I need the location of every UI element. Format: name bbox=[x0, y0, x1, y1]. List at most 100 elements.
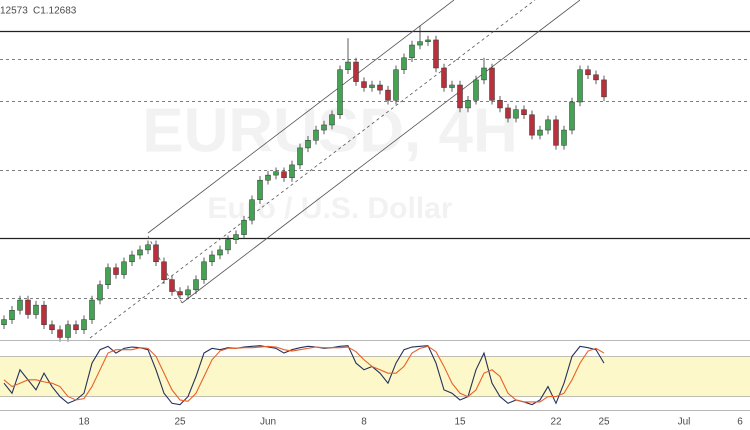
candle-body bbox=[25, 299, 31, 315]
candle-body bbox=[345, 61, 351, 70]
candle-body bbox=[9, 310, 15, 320]
candle-body bbox=[89, 299, 95, 320]
candle-body bbox=[465, 100, 471, 109]
candle-body bbox=[289, 164, 295, 178]
candle-body bbox=[297, 147, 303, 166]
candle-body bbox=[41, 304, 47, 325]
candle-body bbox=[257, 179, 263, 200]
candle-body bbox=[401, 57, 407, 70]
candle-body bbox=[49, 324, 55, 331]
candle-body bbox=[273, 171, 279, 176]
candle-body bbox=[209, 254, 215, 263]
candle-body bbox=[145, 244, 151, 251]
candle-body bbox=[537, 129, 543, 136]
candle-body bbox=[457, 84, 463, 109]
candle-body bbox=[313, 129, 319, 141]
candle-body bbox=[497, 100, 503, 109]
candle-body bbox=[73, 324, 79, 331]
candle-body bbox=[473, 79, 479, 101]
candle-body bbox=[369, 84, 375, 88]
x-tick-label: 15 bbox=[454, 417, 466, 428]
candle-body bbox=[65, 324, 71, 338]
candle-body bbox=[137, 249, 143, 256]
candle-body bbox=[529, 114, 535, 136]
x-tick-label: 25 bbox=[598, 417, 610, 428]
candle-body bbox=[177, 291, 183, 296]
candle-body bbox=[385, 89, 391, 101]
candle-body bbox=[449, 84, 455, 88]
candle-body bbox=[129, 254, 135, 263]
candle-body bbox=[185, 289, 191, 296]
candle-body bbox=[217, 249, 223, 256]
candle-body bbox=[577, 69, 583, 103]
x-tick-label: 6 bbox=[737, 417, 743, 428]
x-tick-label: 22 bbox=[550, 417, 562, 428]
levels bbox=[0, 30, 750, 299]
candle-body bbox=[281, 171, 287, 178]
x-tick-label: Jun bbox=[260, 417, 276, 428]
candle-body bbox=[305, 140, 311, 149]
watermark-group: EURUSD, 4H Euro / U.S. Dollar bbox=[142, 96, 518, 225]
candle-body bbox=[337, 69, 343, 115]
candle-body bbox=[561, 129, 567, 146]
oscillator-line bbox=[3, 345, 605, 403]
candle-body bbox=[353, 61, 359, 82]
candle-body bbox=[161, 261, 167, 280]
candle-body bbox=[601, 79, 607, 98]
x-tick-label: 8 bbox=[361, 417, 367, 428]
candle-body bbox=[105, 267, 111, 285]
candle-body bbox=[545, 119, 551, 131]
candle-body bbox=[169, 279, 175, 292]
candle-body bbox=[433, 39, 439, 69]
candle-body bbox=[249, 199, 255, 221]
candle-body bbox=[225, 239, 231, 251]
oscillator bbox=[0, 345, 750, 406]
candle-body bbox=[553, 119, 559, 146]
channel-lower bbox=[181, 0, 581, 304]
candle-body bbox=[113, 267, 119, 275]
oscillator-line bbox=[3, 345, 605, 406]
candles bbox=[1, 25, 607, 342]
time-axis: 18 25 Jun 8 15 22 25 Jul 6 bbox=[78, 417, 743, 428]
candle-body bbox=[233, 234, 239, 240]
candle-body bbox=[481, 67, 487, 81]
oscillator-band bbox=[0, 356, 750, 397]
candle-body bbox=[57, 329, 63, 338]
x-tick-label: 25 bbox=[174, 417, 186, 428]
candle-body bbox=[489, 67, 495, 101]
candle-body bbox=[409, 44, 415, 59]
candle-body bbox=[441, 67, 447, 88]
x-tick-label: 18 bbox=[78, 417, 90, 428]
candle-body bbox=[193, 279, 199, 291]
candle-body bbox=[377, 84, 383, 91]
candle-body bbox=[361, 81, 367, 88]
candle-body bbox=[265, 174, 271, 181]
candle-body bbox=[425, 39, 431, 42]
watermark: EURUSD, 4H bbox=[142, 96, 518, 165]
candle-body bbox=[585, 69, 591, 76]
candle-body bbox=[97, 284, 103, 301]
candle-body bbox=[241, 219, 247, 235]
candle-body bbox=[569, 101, 575, 131]
candle-body bbox=[17, 299, 23, 311]
candle-body bbox=[153, 244, 159, 263]
candle-body bbox=[121, 261, 127, 275]
candle-body bbox=[1, 319, 7, 325]
candle-body bbox=[329, 114, 335, 126]
candle-body bbox=[81, 319, 87, 331]
candle-body bbox=[393, 69, 399, 101]
candle-body bbox=[417, 41, 423, 46]
candle-body bbox=[505, 107, 511, 119]
candle-body bbox=[33, 304, 39, 315]
candle-body bbox=[521, 109, 527, 116]
candle-body bbox=[321, 124, 327, 131]
candle-body bbox=[201, 261, 207, 280]
header: 12573 C1.12683 bbox=[0, 6, 77, 17]
header-open: 12573 bbox=[0, 6, 28, 17]
watermark-subtitle: Euro / U.S. Dollar bbox=[207, 192, 452, 225]
header-close: C1.12683 bbox=[33, 6, 77, 17]
channel-upper bbox=[147, 0, 455, 234]
candle-body bbox=[593, 74, 599, 81]
